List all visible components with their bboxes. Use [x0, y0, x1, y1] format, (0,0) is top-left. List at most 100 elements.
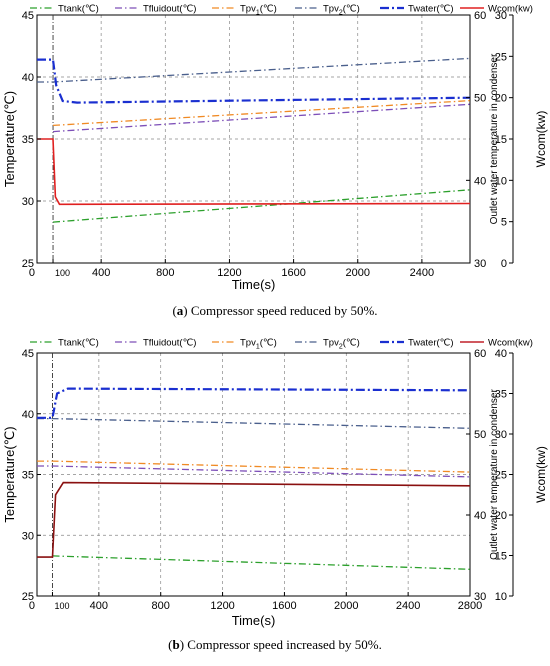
y-right-tick-label: 40 [495, 348, 507, 360]
x-tick-label: 400 [90, 600, 108, 612]
x-tick-label: 1600 [272, 600, 296, 612]
y-right-tick-label: 0 [501, 258, 507, 270]
legend-label-tail: (℃) [260, 4, 277, 15]
series-line-0 [52, 555, 471, 570]
y-right-tick-label: 30 [495, 10, 507, 22]
legend-label-text: Tpv [240, 338, 256, 349]
series-line-1 [37, 465, 471, 478]
x-tick-label: 1200 [217, 267, 241, 279]
legend-label: Tpv1(℃) [240, 4, 277, 17]
x-tick-label: 1200 [210, 600, 234, 612]
x-tick-label: 100 [54, 601, 69, 611]
series-line-5 [37, 138, 471, 206]
y-right-tick-label: 15 [495, 134, 507, 146]
series-line-0 [52, 189, 471, 223]
y-mid-tick-label: 40 [474, 175, 486, 187]
x-tick-label: 800 [152, 600, 170, 612]
y-mid-axis-title: Outlet water temperature in condenser [489, 53, 500, 224]
legend-label-text: Wcom(kw) [488, 4, 533, 15]
y-right-tick-label: 25 [495, 51, 507, 63]
x-tick-label: 0 [29, 267, 35, 279]
caption-b: (b) Compressor speed increased by 50%. [168, 637, 382, 652]
legend-label-text: Tpv [240, 4, 256, 15]
legend-label-sub: 2 [339, 10, 343, 17]
y-left-axis-title: Temperature(℃) [2, 426, 17, 522]
caption-a-text: Compressor speed reduced by 50%. [190, 303, 378, 318]
y-left-tick-label: 25 [22, 591, 34, 603]
legend-label-text: Ttank(℃) [58, 338, 99, 349]
legend-label-sub: 1 [256, 344, 260, 351]
x-axis-title: Time(s) [232, 613, 276, 628]
y-right-tick-label: 5 [501, 217, 507, 229]
legend-label-tail: (℃) [260, 338, 277, 349]
legend-label: Twater(℃) [408, 4, 454, 15]
y-mid-tick-label: 60 [474, 10, 486, 22]
legend-label-tail: (℃) [343, 4, 360, 15]
y-left-tick-label: 30 [22, 196, 34, 208]
y-left-tick-label: 45 [22, 10, 34, 22]
series-line-4 [37, 58, 471, 104]
y-mid-tick-label: 30 [474, 258, 486, 270]
legend-label-text: Tpv [323, 4, 339, 15]
series-line-5 [37, 481, 471, 558]
legend-label: Wcom(kw) [488, 4, 533, 15]
y-left-tick-label: 45 [22, 348, 34, 360]
x-tick-label: 400 [92, 267, 110, 279]
legend-label-text: Tfluidout(℃) [143, 338, 196, 349]
x-tick-label: 2800 [458, 600, 482, 612]
legend-label: Tpv1(℃) [240, 338, 277, 351]
y-left-tick-label: 35 [22, 470, 34, 482]
x-tick-label: 800 [156, 267, 174, 279]
y-right-axis-title: Wcom(kw) [534, 446, 548, 503]
series-line-3 [37, 57, 471, 83]
caption-a-letter: a [176, 303, 184, 318]
legend-label-text: Tpv [323, 338, 339, 349]
series-line-2 [52, 99, 471, 127]
legend-label: Ttank(℃) [58, 4, 99, 15]
y-right-axis-title: Wcom(kw) [534, 111, 548, 168]
y-right-tick-label: 25 [495, 470, 507, 482]
chart-panel-b: Ttank(℃) Tfluidout(℃) Tpv1(℃) Tpv2(℃) Twater… [2, 338, 548, 629]
legend-label: Ttank(℃) [58, 338, 99, 349]
legend-label-text: Ttank(℃) [58, 4, 99, 15]
series-line-2 [37, 460, 471, 473]
caption-b-letter: b [172, 637, 180, 652]
y-left-axis-title: Temperature(℃) [2, 91, 17, 187]
legend-label-tail: (℃) [343, 338, 360, 349]
y-right-tick-label: 10 [495, 175, 507, 187]
y-mid-tick-label: 40 [474, 510, 486, 522]
series-line-4 [37, 387, 471, 419]
y-left-tick-label: 30 [22, 530, 34, 542]
y-left-tick-label: 25 [22, 258, 34, 270]
y-mid-tick-label: 50 [474, 93, 486, 105]
y-right-tick-label: 35 [495, 389, 507, 401]
legend-label: Wcom(kw) [488, 338, 533, 349]
y-right-tick-label: 15 [495, 551, 507, 563]
x-tick-label: 2400 [410, 267, 434, 279]
legend-label: Tfluidout(℃) [143, 4, 196, 15]
series-line-3 [37, 417, 471, 429]
y-left-tick-label: 40 [22, 409, 34, 421]
legend-label-text: Twater(℃) [408, 4, 454, 15]
chart-panel-a: Ttank(℃) Tfluidout(℃) Tpv1(℃) Tpv2(℃) Twater… [2, 4, 548, 293]
x-tick-label: 2000 [345, 267, 369, 279]
y-right-tick-label: 20 [495, 510, 507, 522]
x-tick-label: 2400 [396, 600, 420, 612]
caption-b-text: Compressor speed increased by 50%. [187, 637, 382, 652]
x-tick-label: 1600 [281, 267, 305, 279]
legend-label-sub: 2 [339, 344, 343, 351]
y-right-tick-label: 20 [495, 93, 507, 105]
legend-label: Twater(℃) [408, 338, 454, 349]
y-right-tick-label: 30 [495, 429, 507, 441]
x-tick-label: 2000 [334, 600, 358, 612]
x-tick-label: 100 [55, 268, 70, 278]
y-mid-tick-label: 50 [474, 429, 486, 441]
y-right-tick-label: 10 [495, 591, 507, 603]
y-left-tick-label: 35 [22, 134, 34, 146]
y-mid-axis-title: Outlet water temperature in condenser [489, 389, 500, 560]
legend-label: Tpv2(℃) [323, 338, 360, 351]
y-left-tick-label: 40 [22, 72, 34, 84]
legend-label: Tpv2(℃) [323, 4, 360, 17]
legend-label-text: Tfluidout(℃) [143, 4, 196, 15]
